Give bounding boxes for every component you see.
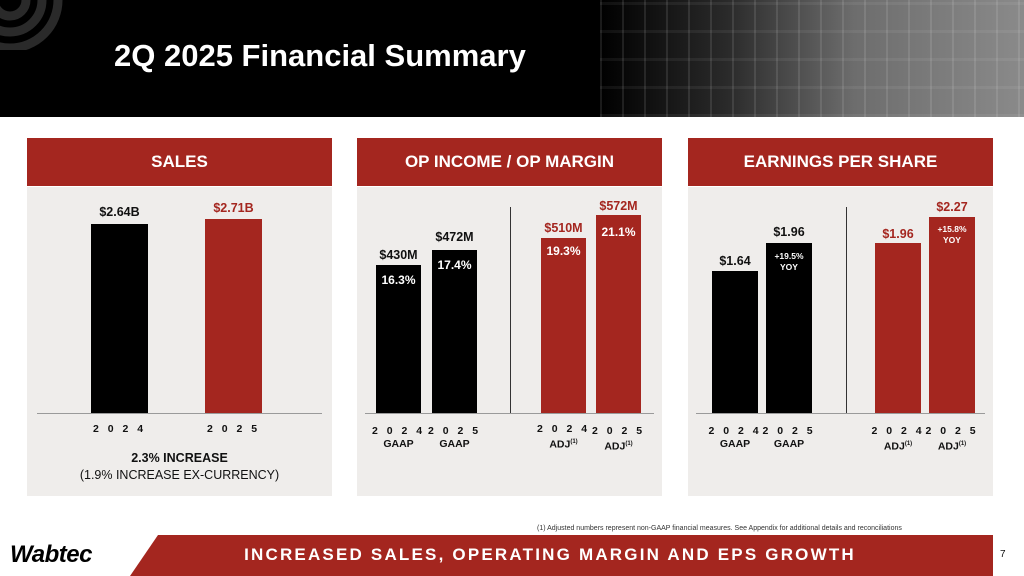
op-income-header: OP INCOME / OP MARGIN bbox=[357, 138, 662, 186]
sales-bar-2024 bbox=[91, 224, 148, 413]
footer-banner-text: INCREASED SALES, OPERATING MARGIN AND EP… bbox=[244, 545, 856, 564]
sales-increase-note: 2.3% INCREASE bbox=[131, 451, 228, 465]
op-margin-2024-gaap: 16.3% bbox=[381, 273, 416, 287]
eps-value-2025-gaap: $1.96 bbox=[773, 225, 805, 239]
footer-banner bbox=[130, 535, 993, 576]
op-value-2025-gaap: $472M bbox=[435, 230, 474, 244]
eps-cat-2024-gaap: 2 0 2 4 GAAP bbox=[708, 425, 762, 450]
eps-bar-2024-adj bbox=[875, 243, 921, 413]
op-margin-2025-adj: 21.1% bbox=[601, 225, 636, 239]
eps-bar-2024-gaap bbox=[712, 271, 758, 413]
op-baseline bbox=[365, 413, 654, 414]
eps-value-2025-adj: $2.27 bbox=[936, 200, 968, 214]
op-margin-2024-adj: 19.3% bbox=[546, 244, 581, 258]
eps-growth-gaap: +19.5% YOY bbox=[774, 251, 804, 272]
sales-value-2024: $2.64B bbox=[99, 205, 140, 219]
footnote: (1) Adjusted numbers represent non-GAAP … bbox=[537, 525, 902, 532]
sales-value-2025: $2.71B bbox=[213, 201, 254, 215]
op-bar-2025-gaap bbox=[432, 250, 477, 413]
sales-header: SALES bbox=[27, 138, 332, 186]
op-cat-2025-adj: 2 0 2 5 ADJ(1) bbox=[591, 425, 646, 453]
op-margin-2025-gaap: 17.4% bbox=[437, 258, 472, 272]
op-value-2024-gaap: $430M bbox=[379, 248, 418, 262]
op-value-2025-adj: $572M bbox=[599, 199, 638, 213]
eps-value-2024-adj: $1.96 bbox=[882, 227, 914, 241]
eps-cat-2025-gaap: 2 0 2 5 GAAP bbox=[762, 425, 816, 450]
header-photo bbox=[600, 0, 1024, 117]
eps-panel: $1.64 $1.96 +19.5% YOY $1.96 $2.27 +15.8%… bbox=[688, 187, 993, 496]
eps-growth-adj: +15.8% YOY bbox=[937, 224, 967, 245]
logo-mark-icon bbox=[0, 0, 63, 50]
op-cat-2024-adj: 2 0 2 4 ADJ(1) bbox=[536, 423, 591, 451]
eps-bar-2025-adj bbox=[929, 217, 975, 413]
eps-cat-2025-adj: 2 0 2 5 ADJ(1) bbox=[925, 425, 979, 453]
sales-bar-2025 bbox=[205, 219, 262, 413]
eps-divider bbox=[846, 207, 847, 413]
op-income-panel: $430M 16.3% $472M 17.4% $510M 19.3% $572… bbox=[357, 187, 662, 496]
page-number: 7 bbox=[1000, 549, 1006, 560]
sales-panel: $2.64B $2.71B 2 0 2 4 2 0 2 5 2.3% INCRE… bbox=[27, 187, 332, 496]
page-title: 2Q 2025 Financial Summary bbox=[114, 38, 526, 73]
sales-baseline bbox=[37, 413, 322, 414]
op-cat-2025-gaap: 2 0 2 5 GAAP bbox=[427, 425, 482, 450]
op-value-2024-adj: $510M bbox=[544, 221, 583, 235]
op-cat-2024-gaap: 2 0 2 4 GAAP bbox=[371, 425, 426, 450]
sales-ex-currency-note: (1.9% INCREASE EX-CURRENCY) bbox=[79, 468, 280, 482]
header-banner bbox=[0, 0, 1024, 117]
op-bar-2024-gaap bbox=[376, 265, 421, 413]
op-bar-2024-adj bbox=[541, 238, 586, 413]
op-divider bbox=[510, 207, 511, 413]
eps-header: EARNINGS PER SHARE bbox=[688, 138, 993, 186]
eps-cat-2024-adj: 2 0 2 4 ADJ(1) bbox=[871, 425, 925, 453]
wabtec-logo: Wabtec bbox=[10, 541, 92, 568]
op-bar-2025-adj bbox=[596, 215, 641, 413]
sales-cat-2025: 2 0 2 5 bbox=[206, 423, 261, 435]
eps-bar-2025-gaap bbox=[766, 243, 812, 413]
eps-value-2024-gaap: $1.64 bbox=[719, 254, 751, 268]
sales-cat-2024: 2 0 2 4 bbox=[92, 423, 147, 435]
eps-baseline bbox=[696, 413, 985, 414]
